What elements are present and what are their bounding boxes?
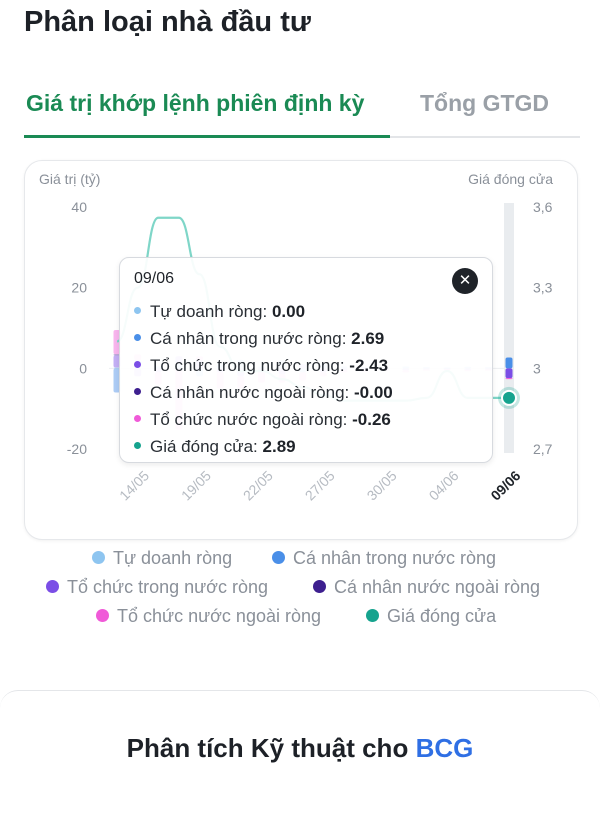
y-axis-title: Giá trị (tỷ): [39, 171, 101, 187]
tooltip-row-close-price: Giá đóng cửa: 2.89: [134, 433, 393, 460]
legend-dot: [272, 550, 285, 564]
tooltip-value: 2.69: [351, 329, 385, 348]
price-point-selected: [501, 389, 517, 406]
x-tick-label: 04/06: [426, 467, 462, 503]
legend-row: Tổ chức nước ngoài ròng Giá đóng cửa: [0, 606, 600, 635]
legend-item-proprietary[interactable]: Tự doanh ròng: [92, 548, 232, 569]
chart-plot[interactable]: -20 0 20 40 2,7 3 3,3 3,6 14/05 19/05 22/05 27/05 30…: [25, 161, 577, 539]
y-tick-label: -20: [67, 441, 87, 457]
bar-segment: [113, 367, 121, 369]
selected-column-highlight: [504, 203, 514, 453]
y-tick-label: 0: [79, 360, 87, 376]
chart-legend: Tự doanh ròng Cá nhân trong nước ròng Tổ…: [0, 548, 600, 635]
close-icon[interactable]: ✕: [452, 268, 478, 294]
tooltip-rows: Tự doanh ròng: 0.00 Cá nhân trong nước r…: [134, 298, 393, 460]
y2-axis-title: Giá đóng cửa: [468, 171, 553, 187]
tooltip-row-domestic-individual: Cá nhân trong nước ròng: 2.69: [134, 325, 393, 352]
tooltip-row-domestic-institution: Tổ chức trong nước ròng: -2.43: [134, 352, 393, 379]
tooltip-date: 09/06: [134, 270, 175, 287]
series-dot: [134, 415, 141, 423]
y-tick-label: 20: [71, 280, 87, 296]
y2-tick-label: 3,6: [533, 199, 553, 215]
legend-item-foreign-institution[interactable]: Tổ chức nước ngoài ròng: [96, 606, 321, 627]
series-dot: [134, 307, 141, 315]
legend-dot: [46, 579, 59, 593]
bar-segment: [505, 378, 513, 380]
legend-label: Tổ chức nước ngoài ròng: [117, 606, 322, 626]
tab-periodic-match-value[interactable]: Giá trị khớp lệnh phiên định kỳ: [26, 90, 365, 116]
technical-analysis-title: Phân tích Kỹ thuật cho BCG: [0, 733, 600, 764]
series-dot: [134, 388, 141, 396]
legend-row: Tổ chức trong nước ròng Cá nhân nước ngo…: [0, 577, 600, 606]
tab-total-trading-value[interactable]: Tổng GTGD: [420, 90, 550, 116]
legend-label: Cá nhân nước ngoài ròng: [334, 577, 540, 597]
y2-tick-label: 3,3: [533, 280, 553, 296]
tooltip-row-foreign-institution: Tổ chức nước ngoài ròng: -0.26: [134, 406, 393, 433]
tooltip-value: -2.43: [349, 356, 389, 375]
series-dot: [134, 334, 141, 342]
x-tick-label: 27/05: [302, 467, 338, 503]
bar-segment: [113, 355, 121, 368]
technical-analysis-prefix: Phân tích Kỹ thuật cho: [126, 733, 416, 763]
tooltip-value: 2.89: [262, 437, 296, 456]
legend-label: Tổ chức trong nước ròng: [67, 577, 268, 597]
tooltip-label: Tổ chức trong nước ròng:: [150, 356, 345, 375]
chart-tooltip: 09/06 ✕ Tự doanh ròng: 0.00 Cá nhân tron…: [119, 257, 493, 463]
legend-label: Tự doanh ròng: [113, 548, 233, 568]
x-tick-label: 22/05: [240, 467, 276, 503]
bar-segment: [113, 368, 121, 393]
legend-dot: [366, 608, 379, 622]
section-title: Phân loại nhà đầu tư: [24, 6, 311, 38]
legend-item-close-price[interactable]: Giá đóng cửa: [366, 606, 496, 627]
tooltip-row-proprietary: Tự doanh ròng: 0.00: [134, 298, 393, 325]
tooltip-label: Tổ chức nước ngoài ròng:: [150, 410, 348, 429]
tab-bar: Giá trị khớp lệnh phiên định kỳ Tổng GTG…: [24, 80, 580, 138]
legend-dot: [92, 550, 105, 564]
y2-tick-label: 2,7: [533, 441, 553, 457]
x-tick-label: 19/05: [178, 467, 214, 503]
active-tab-indicator: [24, 135, 390, 138]
series-dot: [134, 442, 141, 450]
legend-item-domestic-individual[interactable]: Cá nhân trong nước ròng: [272, 548, 496, 569]
tooltip-value: -0.26: [352, 410, 391, 429]
tooltip-label: Tự doanh ròng:: [150, 302, 268, 321]
x-tick-label: 09/06: [487, 467, 523, 503]
legend-label: Giá đóng cửa: [387, 606, 497, 626]
legend-item-foreign-individual[interactable]: Cá nhân nước ngoài ròng: [313, 577, 540, 598]
series-dot: [134, 361, 141, 369]
ticker-link[interactable]: BCG: [415, 733, 474, 763]
tooltip-value: 0.00: [271, 302, 306, 321]
x-tick-label: 30/05: [364, 467, 400, 503]
y-tick-label: 40: [71, 199, 87, 215]
x-tick-label: 14/05: [116, 467, 152, 503]
tooltip-label: Cá nhân nước ngoài ròng:: [150, 383, 350, 402]
legend-item-domestic-institution[interactable]: Tổ chức trong nước ròng: [46, 577, 268, 598]
legend-label: Cá nhân trong nước ròng: [293, 548, 496, 568]
legend-dot: [96, 608, 109, 622]
investor-chart-card: Giá trị (tỷ) Giá đóng cửa -20 0 20 40 2,7 3 3,…: [24, 160, 578, 540]
bar-segment: [113, 354, 121, 356]
bar-segment: [505, 357, 513, 369]
tooltip-value: -0.00: [354, 383, 393, 402]
tooltip-label: Giá đóng cửa:: [150, 437, 258, 456]
legend-dot: [313, 579, 326, 593]
tooltip-row-foreign-individual: Cá nhân nước ngoài ròng: -0.00: [134, 379, 393, 406]
legend-row: Tự doanh ròng Cá nhân trong nước ròng: [0, 548, 600, 577]
technical-analysis-card: Phân tích Kỹ thuật cho BCG: [0, 690, 600, 821]
tooltip-label: Cá nhân trong nước ròng:: [150, 329, 347, 348]
bar-segment: [505, 368, 513, 379]
y2-tick-label: 3: [533, 360, 541, 376]
